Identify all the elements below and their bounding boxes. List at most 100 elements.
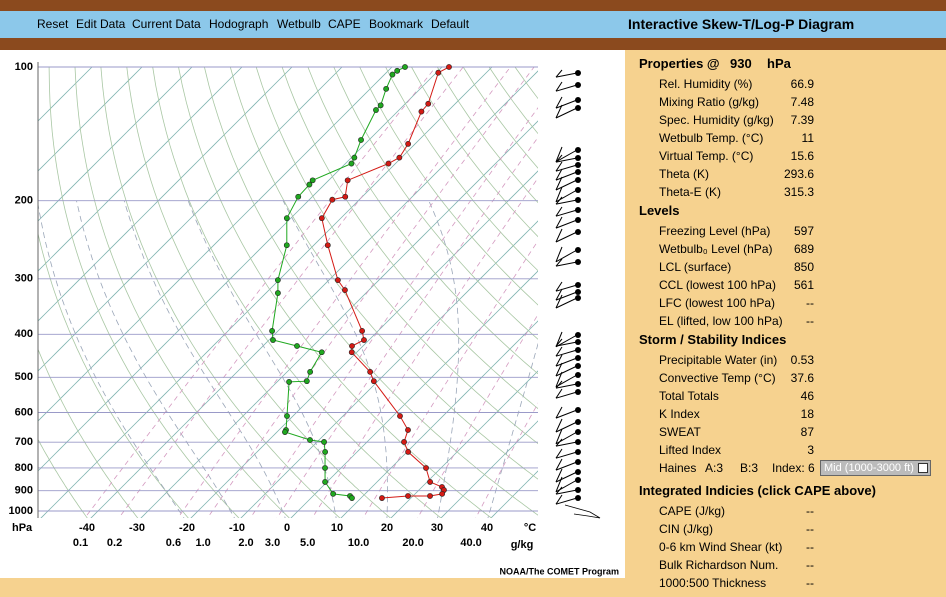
wind-barb <box>555 146 581 163</box>
wind-barb <box>555 281 581 292</box>
mixing-ratio-label: 20.0 <box>402 537 423 549</box>
barb-flag <box>555 428 563 444</box>
dewpoint-point <box>351 154 358 161</box>
wind-barb <box>555 406 581 419</box>
property-label: SWEAT <box>659 425 701 439</box>
barb-flag <box>555 362 563 377</box>
footer-stripe <box>0 578 946 597</box>
barb-dot <box>575 372 581 378</box>
property-value: 37.6 <box>790 371 814 385</box>
section-heading: Integrated Indicies (click CAPE above) <box>639 483 876 498</box>
temperature-point <box>334 277 341 284</box>
temperature-point <box>423 465 429 471</box>
barb-shaft <box>555 357 578 367</box>
menu-item[interactable]: CAPE <box>328 17 361 31</box>
barb-shaft <box>555 383 578 389</box>
barb-flag <box>555 406 563 419</box>
chart-background <box>0 50 625 578</box>
property-label: LCL (surface) <box>659 260 732 274</box>
menu-bar <box>0 11 946 38</box>
barb-dot <box>575 477 581 483</box>
haines-label: Haines <box>659 461 697 475</box>
barb-dot <box>575 217 581 223</box>
haines-select[interactable]: Mid (1000-3000 ft) <box>820 460 931 476</box>
menu-item[interactable]: Wetbulb <box>277 17 321 31</box>
property-label: 0-6 km Wind Shear (kt) <box>659 540 783 554</box>
pressure-label: 600 <box>15 406 33 418</box>
barb-shaft <box>555 164 578 172</box>
menu-item[interactable]: Reset <box>37 17 69 31</box>
barb-flag <box>555 418 563 433</box>
temperature-point <box>361 337 367 343</box>
barb-flag <box>555 196 563 205</box>
menu-item[interactable]: Current Data <box>132 17 201 31</box>
wind-barb <box>555 486 581 495</box>
barb-flag <box>555 96 563 109</box>
wind-barb <box>555 294 581 309</box>
property-label: Theta-E (K) <box>659 185 722 199</box>
temperature-label: 10 <box>331 522 343 534</box>
barb-dot <box>575 389 581 395</box>
temperature-label: -10 <box>229 522 245 534</box>
barb-shaft <box>555 209 578 217</box>
menu-item[interactable]: Default <box>431 17 470 31</box>
temperature-point <box>342 193 349 200</box>
property-value: 11 <box>801 131 814 145</box>
temperature-label: 40 <box>481 522 493 534</box>
dewpoint-point <box>330 490 337 497</box>
wind-barb <box>555 168 581 181</box>
menu-item[interactable]: Edit Data <box>76 17 126 31</box>
wind-barb <box>555 96 581 109</box>
barb-flag <box>555 228 563 243</box>
property-value: -- <box>806 522 814 536</box>
barb-dot <box>575 363 581 369</box>
dewpoint-point <box>394 67 401 74</box>
barb-shaft <box>555 497 578 505</box>
barb-dot <box>575 197 581 203</box>
barb-flag <box>555 216 563 229</box>
barb-shaft <box>555 249 578 263</box>
barb-flag <box>555 338 563 347</box>
barb-flag <box>555 288 563 301</box>
barb-dot <box>575 229 581 235</box>
temperature-point <box>405 140 412 147</box>
barb-dot <box>575 105 581 111</box>
dewpoint-point <box>322 479 328 485</box>
isotherm <box>38 66 343 372</box>
wind-barb <box>555 380 581 389</box>
barb-shaft <box>555 471 578 483</box>
barb-dot <box>575 407 581 413</box>
temperature-point <box>349 343 355 349</box>
mixing-ratio-label: 2.0 <box>238 537 253 549</box>
property-value: 850 <box>793 260 814 274</box>
wind-barb <box>555 288 581 301</box>
menu-item[interactable]: Bookmark <box>369 17 424 31</box>
barb-dot <box>575 207 581 213</box>
barb-flag <box>555 206 563 217</box>
barb-dot <box>575 495 581 501</box>
barb-flag <box>555 294 563 309</box>
barb-shaft <box>555 72 578 78</box>
barb-flag <box>555 380 563 389</box>
dewpoint-point <box>307 368 314 375</box>
property-value: 15.6 <box>790 149 814 163</box>
menu-item[interactable]: Hodograph <box>209 17 269 31</box>
properties-panel <box>625 50 946 578</box>
dewpoint-point <box>321 439 327 445</box>
temperature-point <box>397 413 403 419</box>
temperature-point <box>418 108 425 115</box>
pressure-label: 900 <box>15 485 33 497</box>
property-label: CAPE (J/kg) <box>659 504 726 518</box>
barb-dot <box>575 187 581 193</box>
dry-adiabat <box>333 66 538 340</box>
barb-shaft <box>555 341 578 347</box>
property-label: Spec. Humidity (g/kg) <box>659 113 774 127</box>
mixing-ratio-label: 0.2 <box>107 537 122 549</box>
dewpoint-point <box>283 215 290 222</box>
barb-dot <box>575 162 581 168</box>
moist-adiabat <box>282 200 388 518</box>
barb-dot <box>575 381 581 387</box>
barb-shaft <box>555 179 578 191</box>
temperature-label: -20 <box>179 522 195 534</box>
property-label: Convective Temp (°C) <box>659 371 776 385</box>
